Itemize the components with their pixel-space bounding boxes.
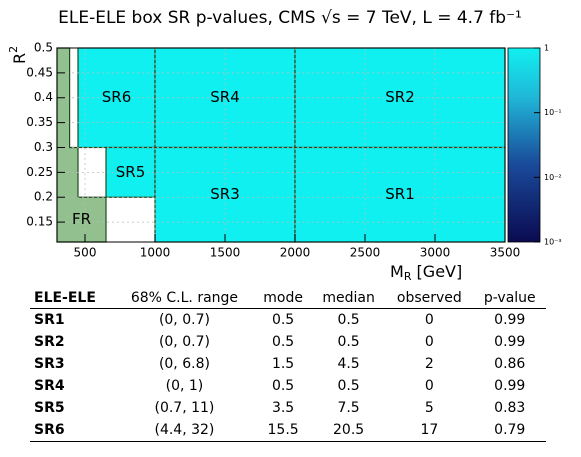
colorbar-tick-label: 10⁻¹: [544, 108, 562, 117]
table-cell: 4.5: [337, 356, 360, 372]
table-cell: (0, 0.7): [158, 334, 210, 350]
y-tick-label: 0.2: [34, 190, 53, 204]
table-cell: 0.86: [494, 356, 526, 372]
table-cell: 0.83: [494, 400, 526, 416]
table-cell: 0.5: [337, 312, 360, 328]
table-cell: 0.5: [271, 312, 295, 328]
column-header: 68% C.L. range: [114, 288, 255, 309]
table-cell: 0.79: [494, 422, 526, 438]
table-cell: SR5: [34, 400, 65, 416]
column-header: ELE-ELE: [30, 288, 115, 309]
y-tick-label: 0.25: [26, 165, 53, 179]
y-tick-label: 0.5: [34, 41, 53, 55]
table-cell: (0, 6.8): [158, 356, 210, 372]
table-row: SR3 (0, 6.8) 1.5 4.5 2 0.86: [30, 353, 546, 375]
table-cell: 0.99: [494, 334, 526, 350]
x-axis-label-part: M: [390, 262, 404, 281]
colorbar-tick-label: 1: [544, 44, 549, 53]
x-tick-label: 1000: [140, 246, 171, 260]
x-tick-label: 3500: [490, 246, 521, 260]
table-row: SR5 (0.7, 11) 3.5 7.5 5 0.83: [30, 397, 546, 419]
table-cell: (4.4, 32): [154, 422, 215, 438]
region-label: SR4: [210, 88, 240, 106]
colorbar-tick-label: 10⁻³: [544, 238, 562, 247]
region-label: FR: [72, 210, 91, 228]
table-cell: 17: [420, 422, 439, 438]
table-cell: 0.5: [337, 334, 360, 350]
table-cell: SR4: [34, 378, 65, 394]
table-row: SR1 (0, 0.7) 0.5 0.5 0 0.99: [30, 309, 546, 332]
region: [294, 47, 506, 149]
region-label: SR1: [385, 185, 415, 203]
results-table: ELE-ELE 68% C.L. range mode median observed p…: [30, 288, 546, 442]
y-tick-label: 0.4: [34, 90, 53, 104]
table-cell: SR1: [34, 312, 65, 328]
region-label: SR5: [116, 163, 146, 181]
table-cell: 3.5: [271, 400, 295, 416]
x-tick-label: 2500: [350, 246, 381, 260]
y-tick-label: 0.3: [34, 140, 53, 154]
colorbar-tick-label: 10⁻²: [544, 173, 562, 182]
table-cell: SR6: [34, 422, 65, 438]
region-label: SR3: [210, 185, 240, 203]
y-tick-label: 0.35: [26, 115, 53, 129]
table-cell: (0, 0.7): [158, 312, 210, 328]
y-tick-label: 0.15: [26, 215, 53, 229]
table-cell: 0: [424, 378, 434, 394]
x-axis-label-part: R: [404, 270, 412, 283]
x-tick-label: 500: [74, 246, 97, 260]
column-header: median: [311, 288, 386, 309]
table-row: SR6 (4.4, 32) 15.5 20.5 17 0.79: [30, 419, 546, 442]
region: [105, 146, 156, 198]
column-header: p-value: [473, 288, 546, 309]
table-cell: 7.5: [337, 400, 360, 416]
chart-title: ELE-ELE box SR p-values, CMS √s = 7 TeV,…: [58, 8, 522, 28]
y-tick-label: 0.45: [26, 65, 53, 79]
colorbar: [507, 47, 541, 243]
column-header: observed: [385, 288, 474, 309]
x-tick-label: 1500: [210, 246, 241, 260]
x-tick-label: 3000: [420, 246, 451, 260]
column-header: mode: [254, 288, 312, 309]
y-axis-label-part: R: [10, 53, 29, 64]
table-cell: SR3: [34, 356, 65, 372]
x-axis-label: MR [GeV]: [390, 262, 462, 284]
region-label: SR2: [385, 88, 415, 106]
table-cell: (0.7, 11): [154, 400, 215, 416]
x-axis-label-part: [GeV]: [411, 262, 462, 281]
table-row: SR4 (0, 1) 0.5 0.5 0 0.99: [30, 375, 546, 397]
table-cell: 2: [424, 356, 434, 372]
table-cell: 5: [424, 400, 434, 416]
y-axis-label: R2: [7, 46, 29, 64]
chart: ELE-ELE box SR p-values, CMS √s = 7 TeV,…: [7, 8, 562, 284]
table-cell: 0.99: [494, 312, 526, 328]
x-tick-label: 2000: [280, 246, 311, 260]
table-cell: 1.5: [271, 356, 295, 372]
table-cell: 15.5: [267, 422, 299, 438]
table-cell: SR2: [34, 334, 65, 350]
table-cell: 0.5: [271, 378, 295, 394]
region-label: SR6: [102, 88, 132, 106]
table-cell: 0.5: [337, 378, 360, 394]
table-cell: 20.5: [333, 422, 365, 438]
table-row: SR2 (0, 0.7) 0.5 0.5 0 0.99: [30, 331, 546, 353]
table-cell: 0: [424, 312, 434, 328]
table-cell: (0, 1): [165, 378, 204, 394]
table-cell: 0: [424, 334, 434, 350]
table-cell: 0.99: [494, 378, 526, 394]
y-axis-label-part: 2: [7, 46, 20, 53]
table-cell: 0.5: [271, 334, 295, 350]
axes-frame: [56, 47, 506, 243]
